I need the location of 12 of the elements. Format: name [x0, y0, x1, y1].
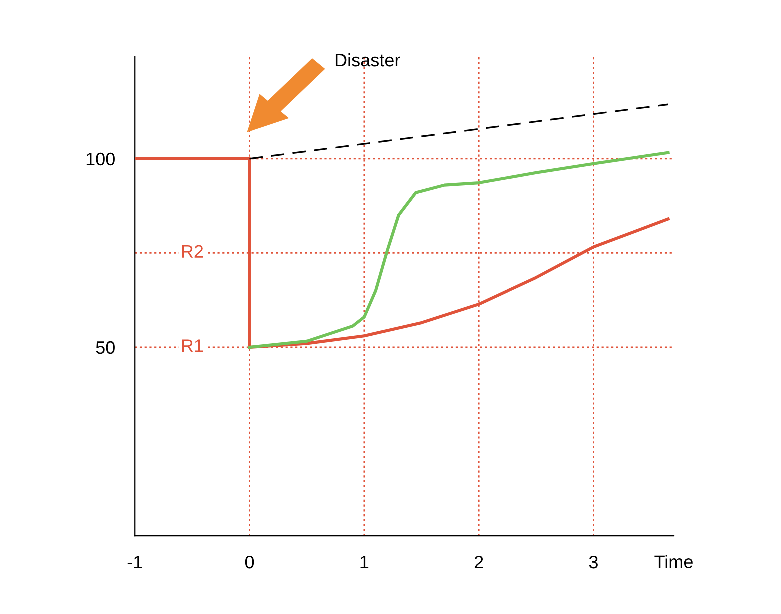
x-tick-label: 0 — [245, 556, 254, 569]
line-series — [248, 151, 670, 349]
ref-line-label: R1 — [182, 340, 204, 352]
y-tick-label: 50 — [96, 341, 115, 354]
x-tick-label: 1 — [360, 556, 369, 569]
ref-line-label: R2 — [182, 245, 204, 258]
y-tick-label: 100 — [86, 152, 115, 166]
x-axis-title: Time — [654, 555, 693, 568]
x-tick-label: -1 — [128, 556, 142, 569]
x-tick-label: 3 — [589, 556, 598, 569]
x-tick-label: 2 — [474, 556, 484, 569]
annotation: Disaster — [336, 53, 400, 67]
